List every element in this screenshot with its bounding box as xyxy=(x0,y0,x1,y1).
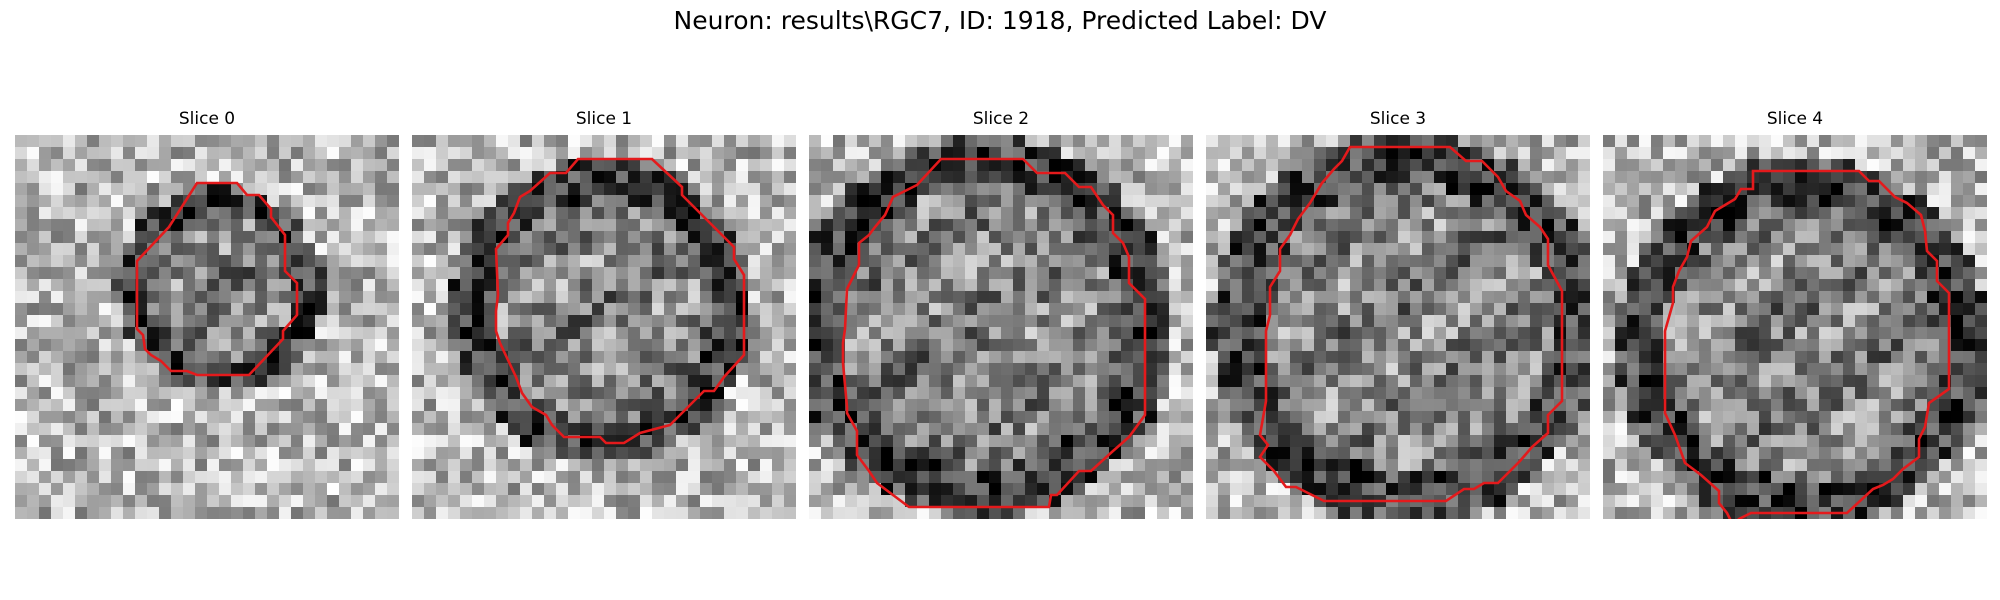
pixel-grid xyxy=(15,135,399,519)
slice-title: Slice 4 xyxy=(1766,109,1824,129)
cell-contour xyxy=(135,181,299,377)
pixel-grid xyxy=(412,135,796,519)
slice-image-3 xyxy=(1206,135,1590,519)
slice-image-0 xyxy=(15,135,399,519)
cell-contour xyxy=(1663,169,1951,519)
slice-title: Slice 1 xyxy=(575,109,633,129)
pixel-grid xyxy=(809,135,1193,519)
slice-image-2 xyxy=(809,135,1193,519)
figure-title: Neuron: results\RGC7, ID: 1918, Predicte… xyxy=(673,6,1327,35)
pixel-grid xyxy=(1603,135,1987,519)
slice-title: Slice 3 xyxy=(1369,109,1427,129)
slice-image-1 xyxy=(412,135,796,519)
slice-title: Slice 0 xyxy=(178,109,236,129)
slice-image-4 xyxy=(1603,135,1987,519)
slice-title: Slice 2 xyxy=(972,109,1030,129)
cell-contour xyxy=(494,157,746,445)
cell-contour xyxy=(1258,145,1564,503)
cell-contour xyxy=(841,157,1147,509)
pixel-grid xyxy=(1206,135,1590,519)
